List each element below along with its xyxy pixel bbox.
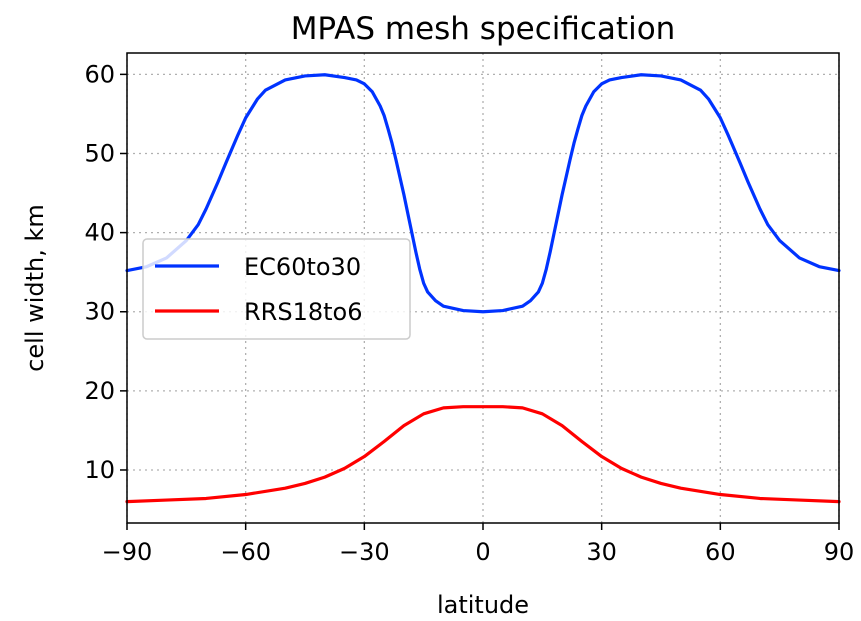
y-axis: 10 20 30 40 50 60: [84, 60, 127, 484]
y-axis-label: cell width, km: [21, 204, 49, 372]
y-tick-label: 30: [84, 298, 115, 326]
chart-title: MPAS mesh specification: [291, 11, 676, 47]
x-tick-label: 0: [475, 538, 490, 566]
y-tick-label: 20: [84, 377, 115, 405]
x-tick-label: 90: [824, 538, 855, 566]
y-tick-label: 10: [84, 456, 115, 484]
legend: EC60to30 RRS18to6: [142, 238, 411, 340]
x-axis-label: latitude: [437, 591, 529, 619]
series-line-rrs18to6: [125, 405, 841, 504]
x-tick-label: −60: [220, 538, 271, 566]
x-tick-label: −30: [339, 538, 390, 566]
legend-label: EC60to30: [244, 253, 361, 281]
x-tick-label: −90: [102, 538, 153, 566]
series-line-ec60to30: [125, 73, 841, 314]
legend-label: RRS18to6: [244, 298, 363, 326]
x-tick-label: 30: [586, 538, 617, 566]
y-tick-label: 40: [84, 219, 115, 247]
legend-box: [142, 238, 411, 340]
y-tick-label: 60: [84, 60, 115, 88]
plot-lines: [125, 73, 841, 504]
x-tick-label: 60: [705, 538, 736, 566]
x-axis: −90 −60 −30 0 30 60 90: [102, 523, 855, 566]
y-tick-label: 50: [84, 139, 115, 167]
